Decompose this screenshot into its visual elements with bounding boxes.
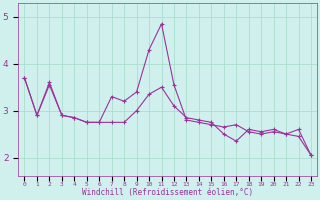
X-axis label: Windchill (Refroidissement éolien,°C): Windchill (Refroidissement éolien,°C) [82,188,253,197]
